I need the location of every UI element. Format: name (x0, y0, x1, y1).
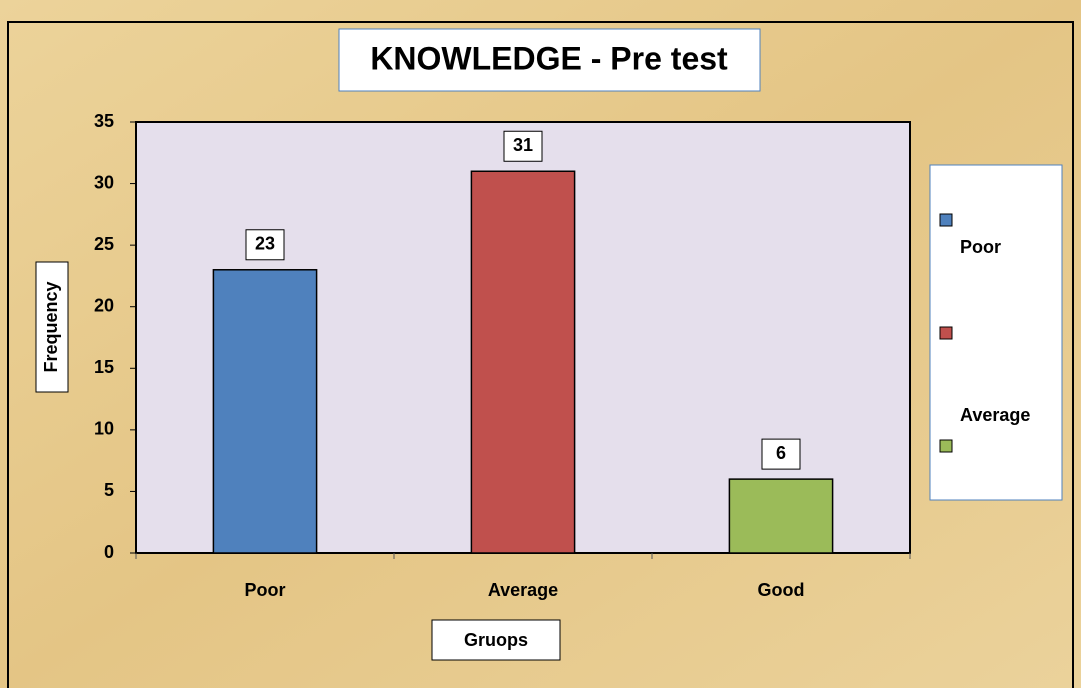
y-tick-label: 25 (94, 234, 114, 254)
value-label-box (245, 229, 285, 261)
x-tick-label: Average (488, 580, 558, 600)
y-tick-label: 20 (94, 295, 114, 315)
chart-title: KNOWLEDGE - Pre test (370, 40, 728, 76)
x-label-box (431, 619, 561, 661)
title-box (338, 28, 761, 92)
y-tick-label: 35 (94, 111, 114, 131)
legend-swatch (939, 326, 953, 340)
y-tick-label: 0 (104, 542, 114, 562)
value-label: 6 (776, 443, 786, 463)
value-label-box (761, 438, 801, 470)
y-tick-label: 30 (94, 172, 114, 192)
value-label: 23 (255, 234, 275, 254)
value-label-box (503, 130, 543, 162)
legend-swatch (939, 213, 953, 227)
value-label: 31 (513, 135, 533, 155)
bar (470, 170, 576, 554)
x-tick-label: Poor (244, 580, 285, 600)
bar (212, 269, 318, 554)
y-tick-label: 10 (94, 419, 114, 439)
bar (728, 478, 834, 554)
x-tick-label: Good (758, 580, 805, 600)
y-label-box (35, 261, 69, 393)
y-axis-label: Frequency (41, 281, 61, 372)
legend-swatch (939, 439, 953, 453)
legend-label: Average (960, 405, 1030, 425)
x-axis-label: Gruops (464, 630, 528, 650)
y-tick-label: 15 (94, 357, 114, 377)
y-tick-label: 5 (104, 480, 114, 500)
legend-label: Poor (960, 237, 1001, 257)
